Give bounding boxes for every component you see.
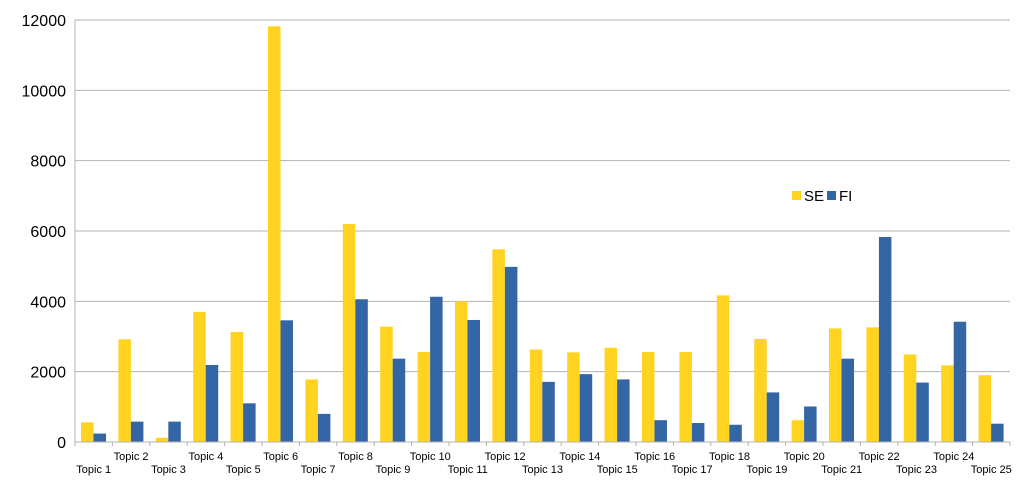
x-tick-label: Topic 1	[76, 464, 111, 476]
bar-fi-7	[317, 413, 331, 442]
bar-fi-6	[280, 320, 293, 442]
x-tick-label: Topic 9	[375, 464, 410, 476]
bar-se-12	[492, 249, 505, 442]
bar-se-16	[642, 351, 655, 442]
x-tick-label: Topic 17	[672, 464, 713, 476]
bar-fi-3	[168, 421, 181, 442]
bar-se-25	[978, 375, 992, 442]
x-tick-label: Topic 15	[597, 464, 638, 476]
legend-label-se: SE	[804, 188, 824, 205]
x-tick-label: Topic 12	[485, 451, 526, 463]
x-tick-label: Topic 7	[301, 464, 336, 476]
x-tick-label: Topic 11	[448, 464, 488, 476]
bar-fi-16	[654, 420, 667, 442]
bar-se-9	[380, 326, 393, 442]
x-tick-label: Topic 25	[971, 464, 1012, 476]
bar-se-20	[791, 420, 805, 442]
bar-fi-13	[542, 381, 555, 442]
x-tick-label: Topic 3	[151, 464, 186, 476]
y-axis: 0 2000 4000 6000 8000 10000 12000	[22, 13, 76, 452]
bar-fi-9	[392, 358, 406, 442]
bar-fi-2	[130, 421, 144, 442]
bar-se-19	[754, 338, 767, 442]
x-tick-label: Topic 20	[784, 451, 825, 463]
bar-se-10	[417, 351, 431, 442]
x-tick-label: Topic 22	[859, 451, 900, 463]
bars	[81, 26, 1004, 443]
bar-se-22	[866, 327, 879, 442]
legend-swatch-fi	[827, 191, 836, 200]
bar-fi-10	[430, 296, 443, 442]
bar-fi-8	[355, 299, 368, 442]
bar-fi-4	[205, 364, 219, 442]
bar-se-7	[305, 379, 318, 442]
legend-swatch-se	[792, 191, 801, 200]
y-tick-label: 6000	[30, 224, 66, 241]
bar-se-17	[679, 351, 692, 442]
x-tick-label: Topic 5	[226, 464, 261, 476]
x-tick-label: Topic 2	[114, 451, 149, 463]
bar-fi-19	[766, 392, 780, 442]
y-tick-label: 0	[57, 435, 66, 452]
bar-fi-17	[691, 423, 705, 442]
y-tick-label: 2000	[30, 365, 66, 382]
legend: SE FI	[792, 188, 852, 205]
x-tick-label: Topic 6	[263, 451, 298, 463]
bar-se-6	[268, 26, 281, 443]
x-tick-label: Topic 16	[634, 451, 675, 463]
bar-fi-24	[953, 321, 967, 442]
y-tick-label: 12000	[22, 13, 67, 30]
bar-se-2	[118, 339, 131, 442]
bar-se-15	[604, 347, 618, 442]
bar-fi-21	[841, 358, 854, 442]
bar-se-18	[716, 295, 730, 442]
x-tick-label: Topic 4	[188, 451, 223, 463]
x-tick-label: Topic 21	[821, 464, 862, 476]
bar-fi-5	[243, 403, 256, 442]
y-tick-label: 4000	[30, 294, 66, 311]
bar-se-23	[903, 354, 917, 442]
x-tick-label: Topic 24	[933, 451, 974, 463]
legend-label-fi: FI	[839, 188, 852, 205]
bar-fi-15	[617, 379, 630, 442]
bar-fi-25	[991, 423, 1004, 442]
bar-fi-18	[729, 424, 742, 442]
bar-se-5	[230, 331, 244, 442]
bar-fi-20	[804, 406, 817, 442]
y-tick-label: 8000	[30, 154, 66, 171]
x-tick-label: Topic 10	[410, 451, 451, 463]
y-tick-label: 10000	[22, 83, 67, 100]
bar-se-1	[81, 422, 94, 442]
x-tick-label: Topic 13	[522, 464, 563, 476]
bar-se-24	[941, 365, 954, 442]
bar-se-3	[155, 437, 169, 442]
bar-fi-1	[93, 433, 106, 442]
bar-fi-23	[916, 382, 929, 442]
bar-se-21	[829, 328, 842, 442]
bar-fi-12	[504, 266, 518, 442]
bar-fi-14	[579, 374, 593, 442]
bar-fi-22	[878, 236, 892, 442]
bar-se-4	[193, 311, 206, 442]
x-tick-label: Topic 14	[559, 451, 600, 463]
x-tick-label: Topic 8	[338, 451, 373, 463]
bar-se-13	[529, 349, 543, 442]
bar-se-14	[567, 352, 580, 442]
bar-se-11	[455, 301, 468, 442]
bar-fi-11	[467, 319, 480, 442]
x-tick-label: Topic 18	[709, 451, 750, 463]
x-tick-label: Topic 19	[746, 464, 787, 476]
bar-se-8	[342, 223, 356, 442]
x-tick-label: Topic 23	[896, 464, 937, 476]
